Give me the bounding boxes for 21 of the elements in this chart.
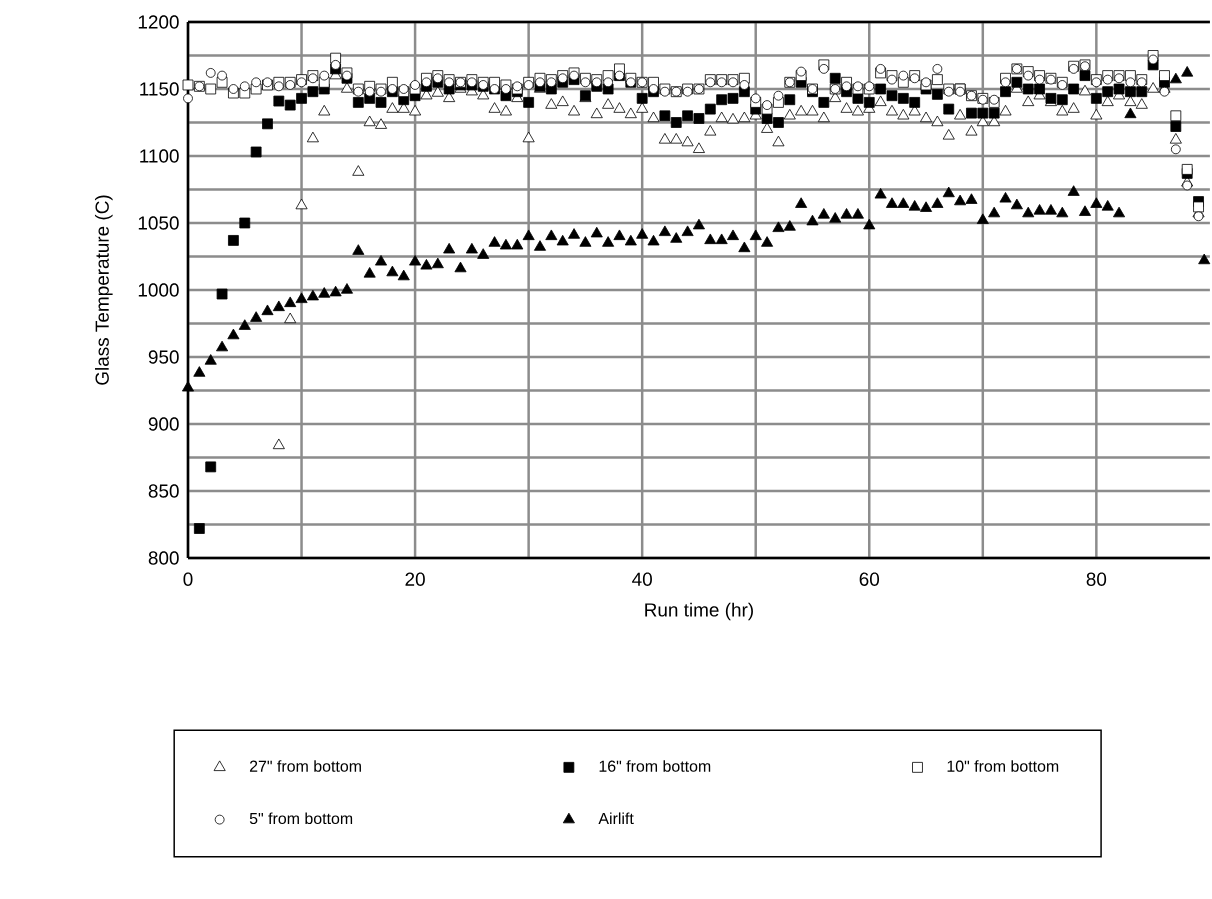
- y-tick-label: 1200: [138, 15, 179, 29]
- y-axis-title: Glass Temperature (C): [94, 195, 113, 385]
- x-tick-label: 20: [405, 572, 425, 586]
- y-tick-label: 1150: [140, 82, 179, 96]
- y-tick-label: 900: [148, 417, 179, 431]
- y-tick-label: 1000: [138, 283, 179, 297]
- legend-label: 10" from bottom: [947, 760, 1059, 772]
- y-tick-label: 950: [148, 350, 179, 364]
- x-tick-label: 0: [183, 572, 193, 586]
- y-tick-label: 800: [148, 551, 179, 565]
- y-tick-label: 1100: [140, 149, 179, 163]
- legend-label: 16" from bottom: [599, 760, 711, 772]
- legend-label: 5" from bottom: [249, 812, 353, 825]
- x-axis-title: Run time (hr): [645, 602, 753, 621]
- legend-label: 27" from bottom: [249, 760, 361, 772]
- y-tick-label: 850: [148, 484, 179, 498]
- y-tick-label: 1050: [138, 216, 179, 230]
- x-tick-label: 60: [859, 572, 880, 586]
- legend-label: Airlift: [598, 812, 634, 825]
- x-tick-label: 80: [1086, 572, 1107, 586]
- x-tick-label: 40: [632, 572, 652, 586]
